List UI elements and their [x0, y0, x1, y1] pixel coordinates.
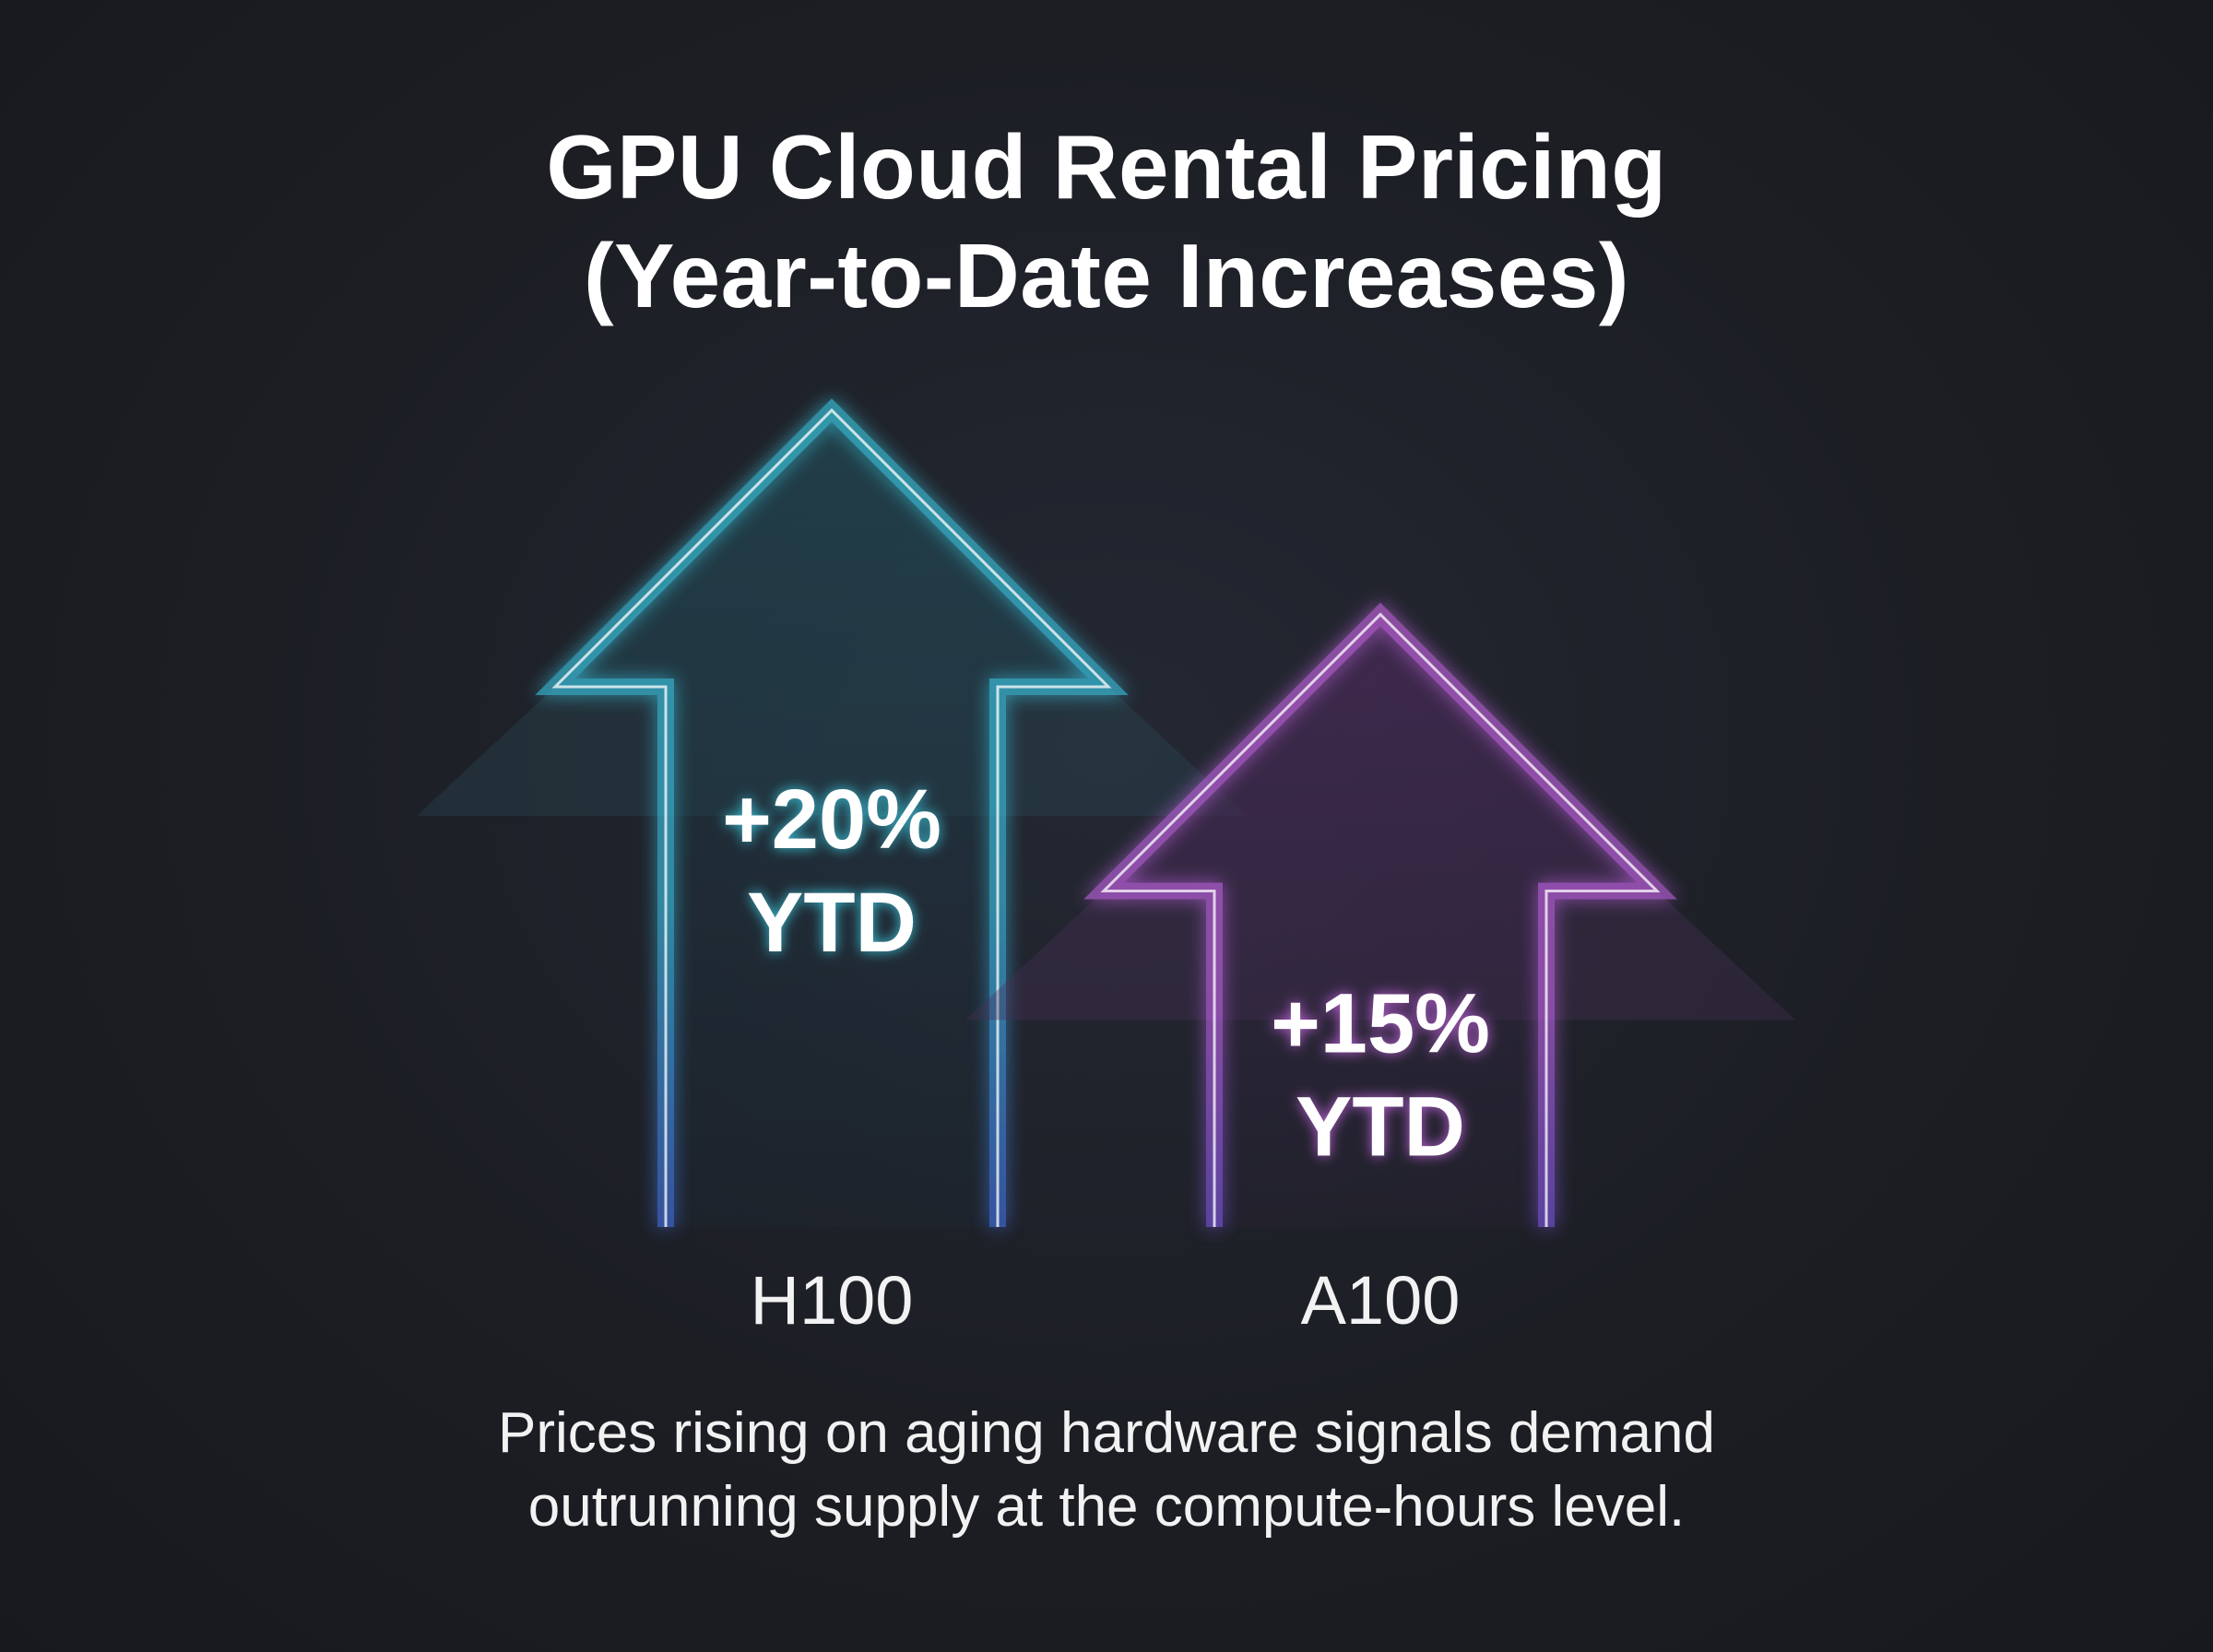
h100-bar — [551, 407, 1112, 1227]
a100-category-label: A100 — [1301, 1262, 1461, 1339]
chart-title: GPU Cloud Rental Pricing (Year-to-Date I… — [0, 112, 2213, 330]
chart-title-line-1: GPU Cloud Rental Pricing — [546, 116, 1667, 218]
a100-data-label-line-2: YTD — [1296, 1080, 1465, 1174]
h100-category-label: H100 — [751, 1262, 914, 1339]
h100-bar-fill — [555, 410, 1108, 1227]
h100-data-label-line-2: YTD — [747, 876, 917, 970]
chart-title-line-2: (Year-to-Date Increases) — [583, 225, 1630, 326]
caption-line-2: outrunning supply at the compute-hours l… — [527, 1475, 1686, 1539]
a100-bar-fill — [1104, 614, 1657, 1227]
a100-data-label-line-1: +15% — [1271, 977, 1490, 1071]
caption: Prices rising on aging hardware signals … — [0, 1397, 2213, 1544]
a100-bar — [1100, 612, 1661, 1227]
caption-line-1: Prices rising on aging hardware signals … — [498, 1401, 1715, 1465]
h100-data-label-line-1: +20% — [722, 773, 941, 867]
